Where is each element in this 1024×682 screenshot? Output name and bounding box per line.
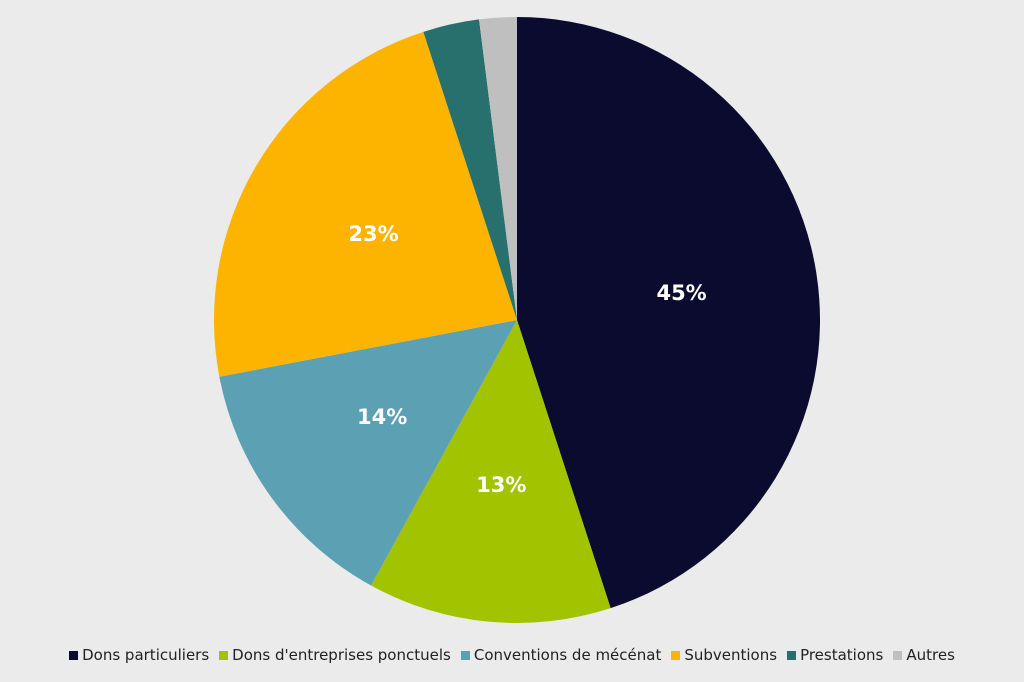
legend-item: Conventions de mécénat: [460, 646, 662, 664]
legend: Dons particuliers Dons d'entreprises ponc…: [0, 646, 1024, 664]
pie-slice: [479, 17, 517, 320]
pie-slice: [219, 320, 518, 586]
data-label: 14%: [357, 405, 407, 429]
data-label: 13%: [476, 473, 526, 497]
pie-slice: [423, 19, 517, 320]
legend-label: Dons d'entreprises ponctuels: [232, 646, 451, 664]
legend-swatch: [893, 650, 903, 660]
legend-label: Dons particuliers: [82, 646, 210, 664]
data-label: 23%: [348, 222, 398, 246]
legend-label: Autres: [906, 646, 955, 664]
chart: 45% 13% 14% 23%: [214, 17, 820, 623]
legend-item: Prestations: [787, 646, 883, 664]
legend-item: Dons particuliers: [69, 646, 209, 664]
legend-swatch: [219, 650, 229, 660]
data-label: 45%: [656, 281, 706, 305]
legend-swatch: [787, 650, 797, 660]
legend-item: Autres: [893, 646, 955, 664]
legend-label: Conventions de mécénat: [473, 646, 662, 664]
legend-swatch: [460, 650, 470, 660]
legend-item: Subventions: [671, 646, 777, 664]
pie-slice: [214, 31, 517, 377]
legend-swatch: [671, 650, 681, 660]
legend-swatch: [69, 650, 79, 660]
legend-label: Subventions: [684, 646, 778, 664]
pie-slice: [517, 17, 820, 609]
legend-item: Dons d'entreprises ponctuels: [219, 646, 451, 664]
legend-label: Prestations: [800, 646, 884, 664]
pie-slice: [371, 320, 611, 623]
